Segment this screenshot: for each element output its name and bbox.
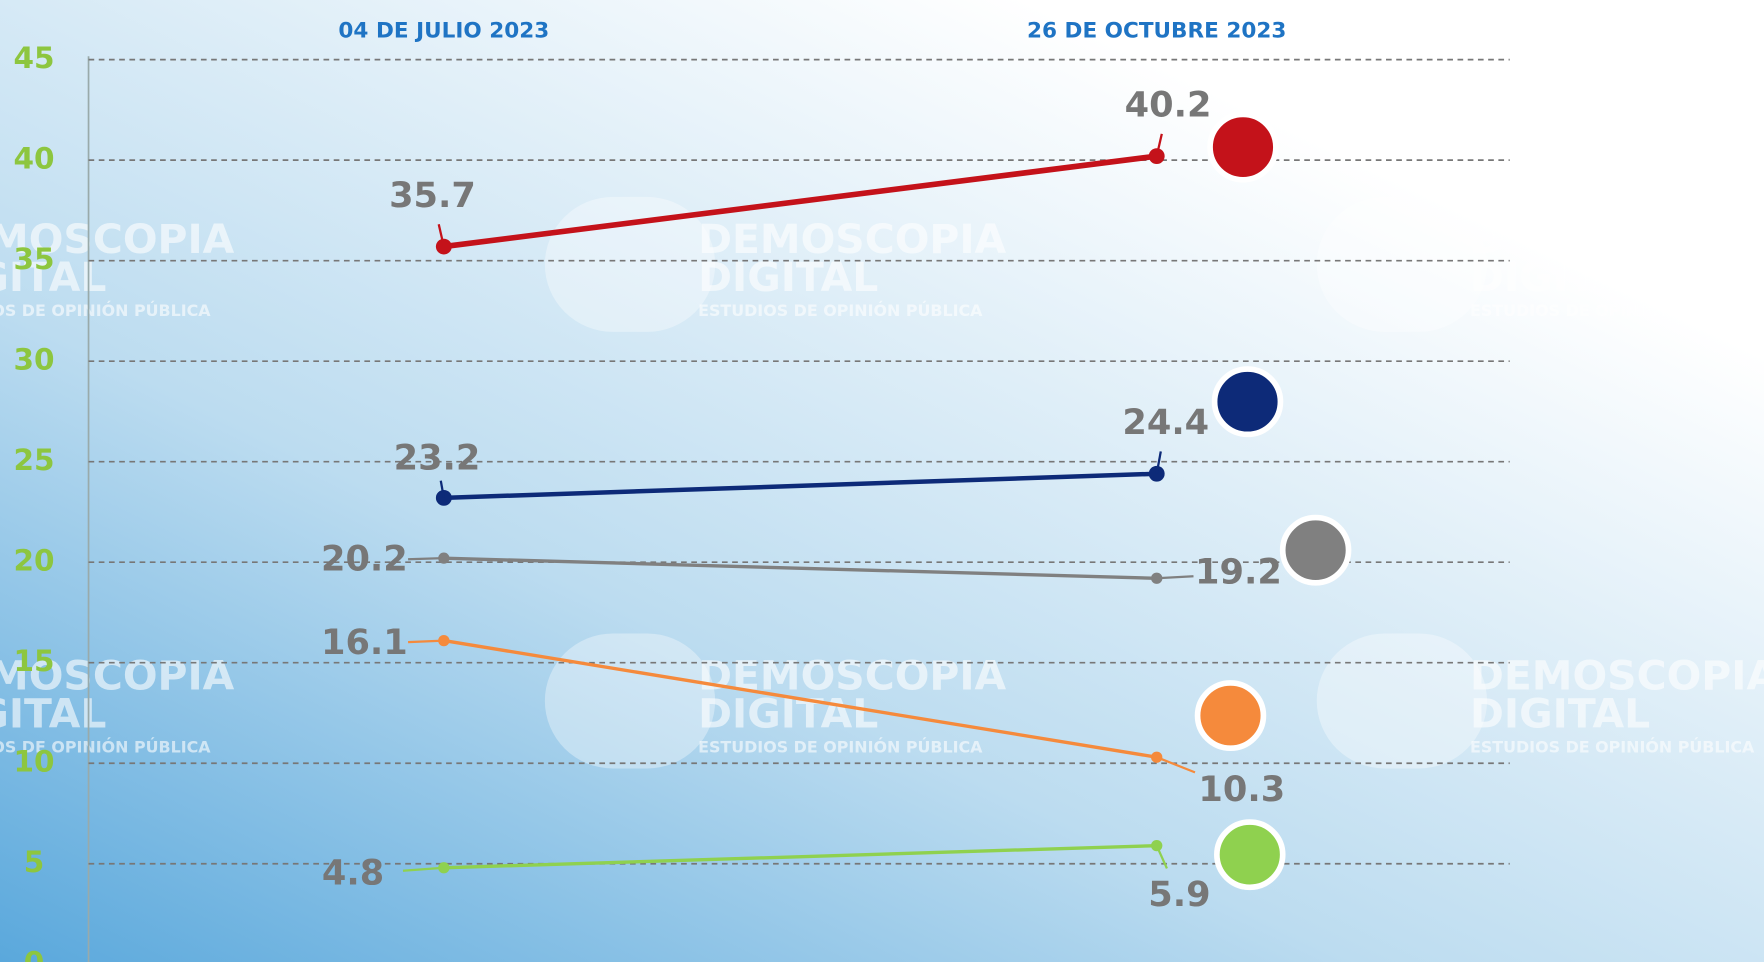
y-tick-label: 0: [24, 946, 45, 962]
leader: [1155, 451, 1162, 474]
leader: [437, 224, 445, 247]
point: [438, 552, 450, 564]
watermark-logo: [544, 633, 716, 769]
point: [1148, 465, 1165, 482]
watermark-text: DIGITAL: [1470, 690, 1650, 738]
leader: [408, 557, 444, 561]
watermark-text: DEMOSCOPIA: [1470, 652, 1764, 700]
party-icon: [1214, 819, 1286, 891]
data-label: 20.2: [321, 539, 408, 580]
y-tick-label: 40: [14, 142, 55, 176]
series-line: [443, 638, 1157, 759]
watermark-logo: [1316, 196, 1488, 332]
y-tick-label: 15: [14, 644, 55, 678]
data-label: 4.8: [322, 853, 384, 894]
y-tick-label: 45: [14, 41, 55, 75]
point: [1151, 572, 1163, 584]
series-line: [443, 843, 1157, 870]
watermark-text: ESTUDIOS DE OPINIÓN PÚBLICA: [0, 738, 211, 757]
party-icon: [1279, 514, 1352, 586]
watermark-text: ESTUDIOS DE OPINIÓN PÚBLICA: [698, 301, 983, 320]
y-tick-label: 35: [14, 242, 55, 276]
leader: [439, 480, 445, 499]
data-label: 40.2: [1125, 85, 1212, 126]
y-tick-label: 5: [24, 845, 45, 879]
watermark-text: ESTUDIOS DE OPINIÓN PÚBLICA: [698, 738, 983, 757]
data-label: 35.7: [389, 175, 476, 216]
watermark-text: DEMOSCOPIA: [698, 215, 1007, 263]
watermark-logo: [1316, 633, 1488, 769]
series-line: [443, 471, 1157, 501]
watermark-text: DEMOSCOPIA: [1470, 215, 1764, 263]
watermark-text: DEMOSCOPIA: [0, 652, 235, 700]
party-icon: [1207, 111, 1279, 183]
y-tick-label: 20: [14, 544, 55, 578]
watermark-text: ESTUDIOS DE OPINIÓN PÚBLICA: [1470, 301, 1755, 320]
watermark-text: DIGITAL: [1470, 253, 1650, 301]
leader: [1155, 845, 1168, 869]
point: [1148, 148, 1165, 165]
watermark-text: ESTUDIOS DE OPINIÓN PÚBLICA: [0, 301, 211, 320]
data-label: 10.3: [1198, 769, 1285, 810]
y-tick-label: 10: [14, 745, 55, 779]
leader: [1155, 133, 1163, 157]
point: [1151, 751, 1163, 763]
y-tick-label: 25: [14, 443, 55, 477]
watermark-text: DIGITAL: [0, 690, 106, 738]
x-tick-label: 26 DE OCTUBRE 2023: [1027, 19, 1286, 44]
leader: [408, 639, 444, 644]
data-label: 5.9: [1148, 874, 1210, 915]
x-tick-label: 04 DE JULIO 2023: [338, 19, 549, 44]
watermark-text: ESTUDIOS DE OPINIÓN PÚBLICA: [1470, 738, 1755, 757]
data-label: 24.4: [1122, 402, 1209, 443]
point: [1151, 840, 1163, 852]
series-line: [443, 556, 1157, 580]
series-line: [443, 153, 1158, 250]
data-label: 23.2: [394, 438, 481, 479]
leader: [402, 866, 444, 872]
y-tick-label: 30: [14, 343, 55, 377]
leader: [1156, 575, 1194, 580]
data-label: 16.1: [321, 622, 408, 663]
party-icon: [1194, 680, 1267, 752]
leader: [1156, 756, 1196, 774]
data-label: 19.2: [1195, 552, 1282, 593]
watermark-text: DEMOSCOPIA: [0, 215, 235, 263]
party-icon: [1211, 366, 1284, 438]
